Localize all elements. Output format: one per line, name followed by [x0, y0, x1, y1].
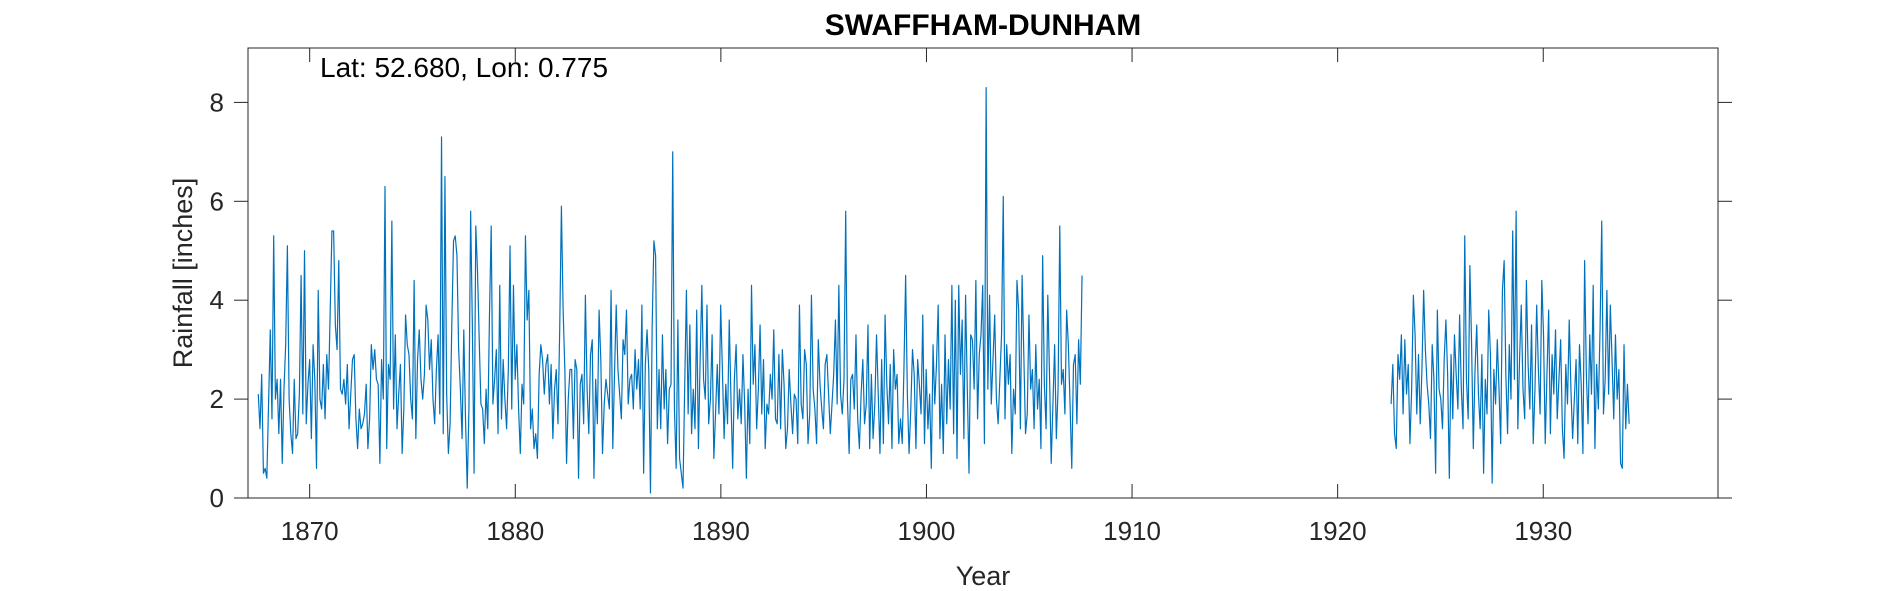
y-axis-label: Rainfall [inches]	[168, 178, 198, 369]
x-tick-label: 1910	[1103, 516, 1161, 546]
x-tick-label: 1890	[692, 516, 750, 546]
y-tick-label: 4	[210, 285, 224, 315]
y-tick-label: 8	[210, 87, 224, 117]
x-tick-label: 1880	[486, 516, 544, 546]
y-tick-label: 6	[210, 186, 224, 216]
location-annotation: Lat: 52.680, Lon: 0.775	[320, 52, 608, 83]
x-tick-label: 1870	[281, 516, 339, 546]
x-tick-label: 1900	[898, 516, 956, 546]
series-layer	[257, 86, 1630, 494]
x-axis-label: Year	[956, 561, 1011, 591]
y-tick-label: 0	[210, 483, 224, 513]
axes-layer	[234, 47, 1732, 499]
tick-labels: 1870 1880 1890 1900 1910 1920 1930 0 2 4 6 8	[210, 87, 1573, 546]
y-tick-label: 2	[210, 384, 224, 414]
rainfall-series-line-segment-1	[257, 86, 1083, 494]
rainfall-series-line-segment-2	[1390, 210, 1630, 484]
chart-title: SWAFFHAM-DUNHAM	[825, 9, 1142, 42]
axes-box	[247, 47, 1719, 499]
x-tick-label: 1920	[1309, 516, 1367, 546]
x-tick-label: 1930	[1514, 516, 1572, 546]
